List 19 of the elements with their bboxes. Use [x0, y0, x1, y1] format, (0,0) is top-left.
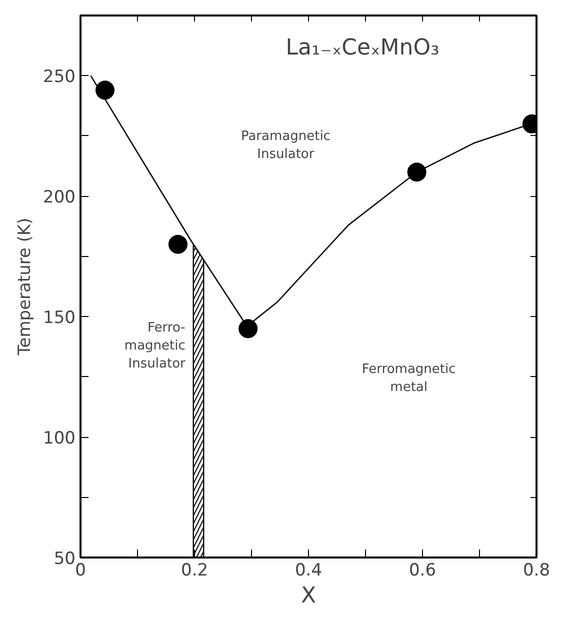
x-tick-label: 0.2	[180, 560, 208, 580]
annotation: Ferro- magnetic Insulator	[124, 320, 186, 372]
x-axis-title: X	[300, 584, 316, 608]
point	[238, 319, 258, 338]
y-tick-label: 200	[43, 188, 76, 208]
y-tick-label: 100	[43, 428, 76, 449]
x-tick-label: 0.8	[522, 560, 550, 580]
y-tick-label: 150	[43, 308, 76, 328]
point	[168, 234, 188, 254]
y-tick-label: 50	[54, 549, 76, 569]
y-axis-title: Temperature (K)	[15, 218, 36, 356]
text: La₁₋ₓCeₓMnO₃	[286, 36, 440, 61]
x-tick-label: 0.6	[408, 560, 436, 580]
point	[96, 80, 115, 100]
y-tick-label: 250	[43, 67, 76, 88]
x-tick-label: 0	[75, 560, 86, 580]
annotation: Ferromagnetic metal	[362, 362, 456, 396]
annotation: Paramagnetic Insulator	[240, 129, 330, 162]
x-tick-label: 0.4	[294, 560, 322, 580]
